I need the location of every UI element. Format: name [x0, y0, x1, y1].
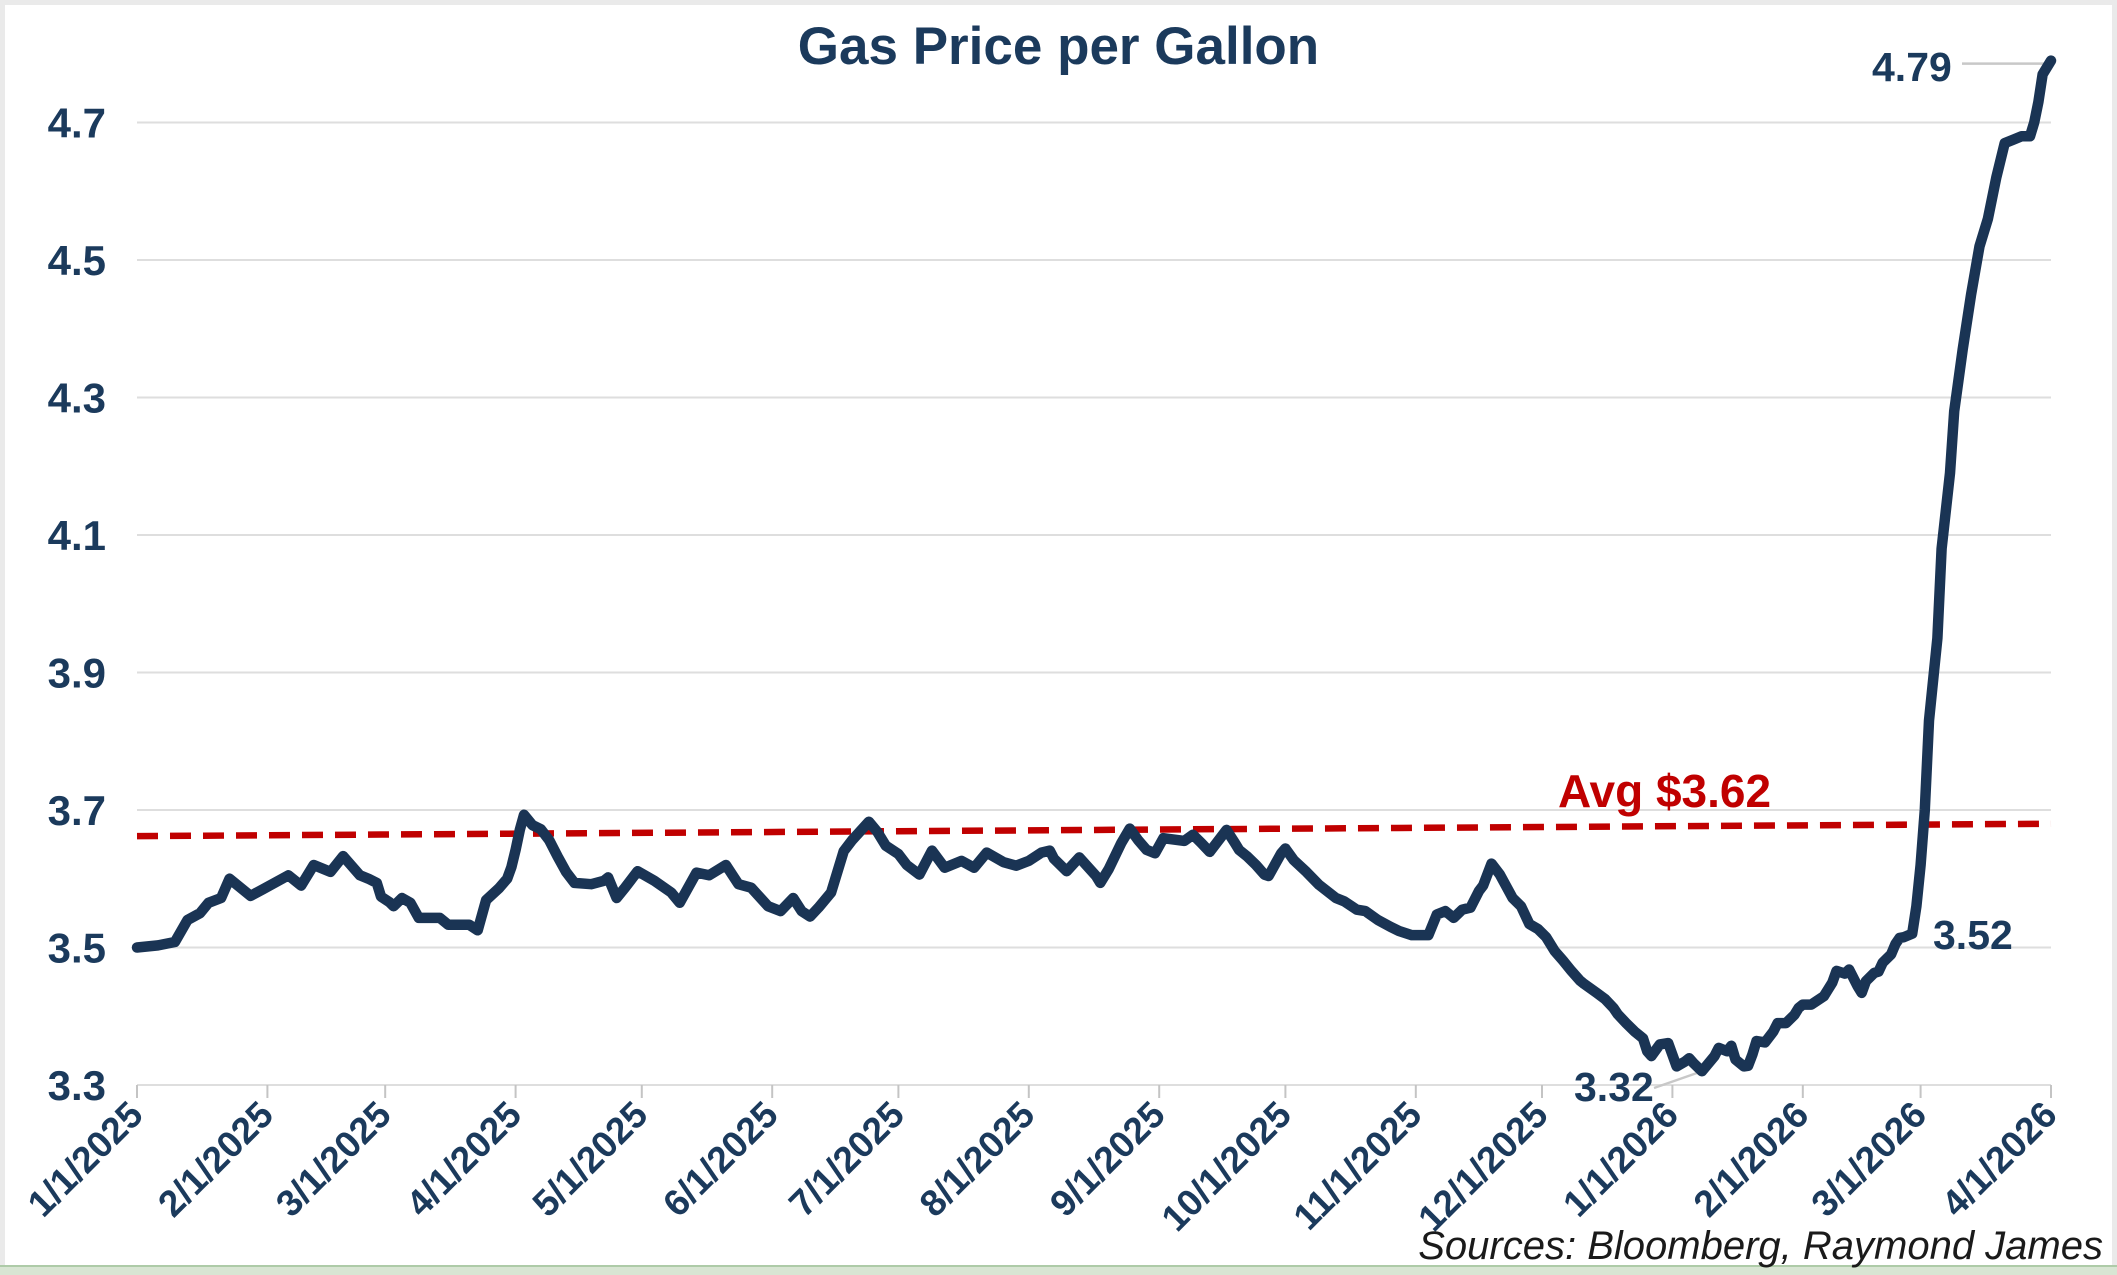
x-axis-label: 1/1/2026 [1555, 1094, 1686, 1225]
x-axis-label: 4/1/2026 [1934, 1094, 2065, 1225]
x-axis-label: 2/1/2026 [1686, 1094, 1817, 1225]
page-border-top [0, 0, 2117, 5]
y-axis-label: 4.1 [48, 512, 106, 559]
annotation-high-4-79: 4.79 [1872, 44, 1952, 90]
annotation-pre-spike-3-52: 3.52 [1933, 912, 2013, 958]
sources-note: Sources: Bloomberg, Raymond James [1418, 1224, 2103, 1268]
average-dashed-line [136, 820, 2052, 840]
page-border-bottom [0, 1265, 2117, 1275]
x-axis-label: 9/1/2025 [1042, 1094, 1173, 1225]
x-axis-label: 11/1/2025 [1286, 1094, 1430, 1238]
y-axis-label: 3.5 [48, 925, 106, 972]
x-axis-label: 8/1/2025 [912, 1094, 1043, 1225]
page-border-right [2112, 0, 2117, 1275]
x-axis-label: 3/1/2025 [268, 1094, 399, 1225]
x-axis-label: 12/1/2025 [1410, 1094, 1555, 1239]
annotation-low-3-32: 3.32 [1574, 1064, 1654, 1110]
x-axis-label: 1/1/2025 [20, 1094, 151, 1225]
price-line [131, 55, 2057, 1077]
x-axis-label: 7/1/2025 [781, 1094, 912, 1225]
y-axis-label: 3.3 [48, 1062, 106, 1109]
x-axis-label: 6/1/2025 [655, 1094, 786, 1225]
x-axis-label: 5/1/2025 [525, 1094, 656, 1225]
average-line-label: Avg $3.62 [1558, 765, 1772, 817]
y-axis-label: 4.7 [48, 100, 106, 147]
x-axis-label: 3/1/2026 [1803, 1094, 1934, 1225]
y-axis-label: 3.9 [48, 650, 106, 697]
page-border-left [0, 0, 5, 1275]
x-axis-label: 2/1/2025 [150, 1094, 281, 1225]
x-axis-label: 4/1/2025 [398, 1094, 529, 1225]
y-axis-label: 3.7 [48, 787, 106, 834]
chart-title: Gas Price per Gallon [797, 17, 1320, 76]
y-axis-label: 4.3 [48, 375, 106, 422]
y-axis-label: 4.5 [48, 237, 106, 284]
x-axis-label: 10/1/2025 [1154, 1094, 1299, 1239]
